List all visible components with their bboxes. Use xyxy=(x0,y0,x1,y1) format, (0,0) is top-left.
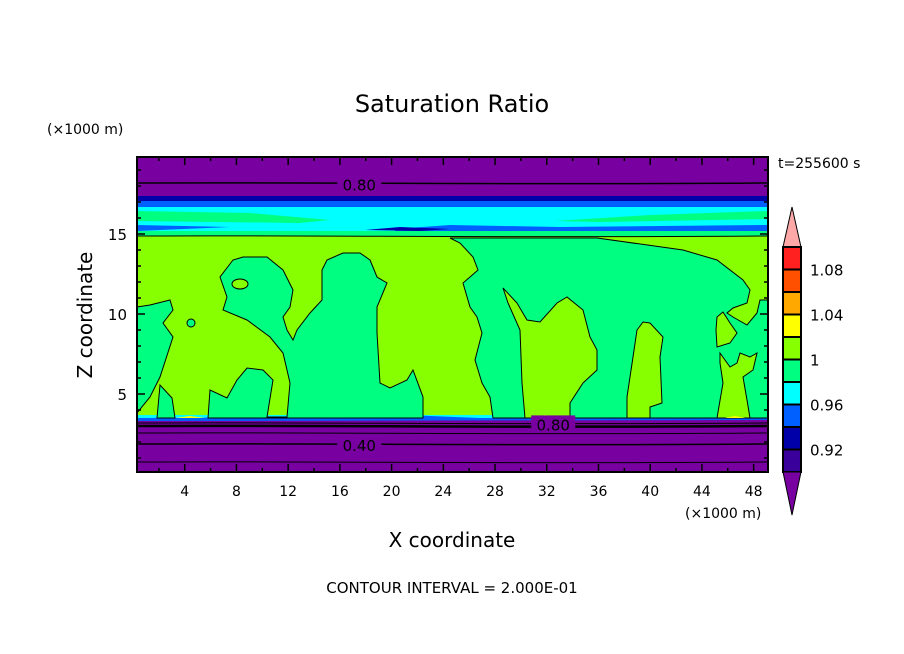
x-units-label: (×1000 m) xyxy=(685,506,761,522)
region-0.98-small xyxy=(186,318,196,328)
band-0.92-patch xyxy=(365,227,450,231)
x-tick-label: 20 xyxy=(383,484,401,500)
x-tick-label: 12 xyxy=(279,484,297,500)
band-0.92 xyxy=(137,196,768,201)
x-tick-label: 36 xyxy=(590,484,608,500)
time-label: t=255600 s xyxy=(778,156,860,172)
contour-interval-label: CONTOUR INTERVAL = 2.000E-01 xyxy=(326,579,577,597)
colorbar-swatch xyxy=(782,268,802,293)
colorbar-tick-label: 1 xyxy=(810,352,820,370)
band-0.94 xyxy=(137,201,768,207)
y-axis-label: Z coordinate xyxy=(73,252,97,379)
colorbar-swatch xyxy=(782,358,802,383)
contour-label: 0.80 xyxy=(537,416,570,434)
contour-label-bg xyxy=(337,436,382,453)
region-1.00-blob-46-lower xyxy=(716,351,758,419)
band-0.98-top xyxy=(137,231,768,236)
colorbar-swatch xyxy=(782,381,802,406)
colorbar-over-arrow xyxy=(782,206,802,248)
band-0.94-left xyxy=(137,225,230,231)
y-tick-label: 10 xyxy=(108,306,127,324)
colorbar-swatch xyxy=(782,426,802,451)
contour-label: 0.80 xyxy=(343,176,376,194)
region-1.02-patch xyxy=(725,416,745,418)
band-0.98-left xyxy=(137,211,330,223)
colorbar-swatch xyxy=(782,313,802,338)
contour-line xyxy=(136,424,769,428)
colorbar-tick-label: 0.92 xyxy=(810,442,843,460)
band-0.98-right xyxy=(555,211,768,222)
region-1.00-blob-46-upper xyxy=(715,311,738,348)
contour-line xyxy=(136,182,769,185)
x-tick-label: 4 xyxy=(180,484,189,500)
contour-line xyxy=(136,461,769,464)
x-axis-label: X coordinate xyxy=(389,528,516,552)
y-tick-label: 5 xyxy=(117,386,127,404)
colorbar-swatch xyxy=(782,448,802,473)
contour-label-bg xyxy=(337,175,382,192)
contour-line xyxy=(136,235,769,238)
cloud-base-blue xyxy=(137,413,768,421)
region-0.98-center-left xyxy=(207,252,424,419)
x-tick-label: 40 xyxy=(641,484,659,500)
x-tick-label: 48 xyxy=(745,484,763,500)
colorbar-tick-label: 1.04 xyxy=(810,307,843,325)
colorbar-swatch xyxy=(782,403,802,428)
contour-label: 0.40 xyxy=(343,437,376,455)
y-tick-label: 15 xyxy=(108,226,127,244)
colorbar-tick-label: 1.08 xyxy=(810,262,843,280)
cloud-base-cyan xyxy=(137,415,768,418)
region-0.98-left-edge xyxy=(136,299,174,415)
region-1.00-hole xyxy=(231,278,249,290)
region-1.00-blob-38-41 xyxy=(626,321,664,419)
y-units-label: (×1000 m) xyxy=(47,122,123,138)
x-tick-label: 8 xyxy=(232,484,241,500)
colorbar-under-arrow xyxy=(782,471,802,516)
x-tick-label: 16 xyxy=(331,484,349,500)
contour-label-bg xyxy=(531,415,576,432)
region-1.02-patch xyxy=(175,416,205,418)
x-tick-label: 44 xyxy=(693,484,711,500)
chart-title: Saturation Ratio xyxy=(355,90,549,118)
band-0.94-right xyxy=(395,225,768,231)
colorbar-swatch xyxy=(782,246,802,271)
x-tick-label: 24 xyxy=(434,484,452,500)
colorbar-tick-label: 0.96 xyxy=(810,397,843,415)
colorbar-swatch xyxy=(782,291,802,316)
region-1.00-blob-28-34 xyxy=(502,287,598,419)
colorbar-swatch xyxy=(782,336,802,361)
x-tick-label: 32 xyxy=(538,484,556,500)
contour-line xyxy=(136,443,769,446)
contour-line xyxy=(136,422,769,425)
contour-line xyxy=(136,432,769,435)
region-0.98-left-base xyxy=(156,383,176,419)
x-tick-label: 28 xyxy=(486,484,504,500)
